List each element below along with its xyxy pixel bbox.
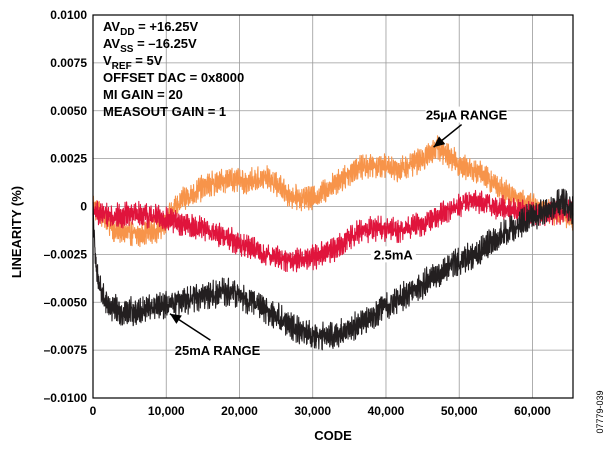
callout-background <box>176 342 259 359</box>
y-axis-label: LINEARITY (%) <box>9 186 24 278</box>
callout-background <box>370 246 416 263</box>
x-axis-label: CODE <box>314 428 352 443</box>
y-tick-label: –0.0075 <box>44 343 88 357</box>
figure-code: 07779-039 <box>595 390 605 433</box>
y-tick-labels: 0.0100 0.0075 0.0050 0.0025 0 –0.0025 –0.0050 –… <box>44 8 88 405</box>
y-tick-label: 0.0025 <box>50 152 87 166</box>
callout-background <box>425 106 508 123</box>
plot-area <box>92 14 574 399</box>
x-tick-label: 20,000 <box>221 404 258 418</box>
callout-arrowhead <box>433 136 446 148</box>
y-tick-label: 0.0050 <box>50 104 87 118</box>
condition-line: VREF = 5V <box>103 53 163 72</box>
condition-line: AVSS = –16.25V <box>103 36 197 55</box>
annotations: 25µA RANGE 2.5mA 25mA RANGE <box>169 106 508 359</box>
x-tick-label: 30,000 <box>294 404 331 418</box>
condition-line: MEASOUT GAIN = 1 <box>103 104 226 119</box>
condition-line: MI GAIN = 20 <box>103 87 183 102</box>
series-lines <box>92 135 574 351</box>
series-line <box>92 135 574 248</box>
x-tick-label: 0 <box>90 404 97 418</box>
x-tick-label: 10,000 <box>148 404 185 418</box>
series-callout: 25mA RANGE <box>175 343 261 358</box>
y-tick-label: –0.0050 <box>44 295 88 309</box>
y-tick-label: 0.0075 <box>50 56 87 70</box>
y-tick-label: 0.0100 <box>50 8 87 22</box>
condition-line: AVDD = +16.25V <box>103 19 199 38</box>
callout-arrowhead <box>169 313 182 324</box>
x-tick-label: 60,000 <box>514 404 551 418</box>
x-tick-labels: 0 10,000 20,000 30,000 40,000 50,000 60,000 <box>90 404 551 418</box>
y-tick-label: –0.0100 <box>44 391 88 405</box>
series-callout: 25µA RANGE <box>426 108 508 123</box>
series-line <box>92 188 574 351</box>
y-tick-label: –0.0025 <box>44 247 88 261</box>
y-tick-label: 0 <box>80 200 87 214</box>
x-tick-label: 50,000 <box>441 404 478 418</box>
condition-line: OFFSET DAC = 0x8000 <box>103 70 244 85</box>
series-callout: 2.5mA <box>374 247 414 262</box>
x-tick-label: 40,000 <box>368 404 405 418</box>
series-line <box>92 189 574 273</box>
